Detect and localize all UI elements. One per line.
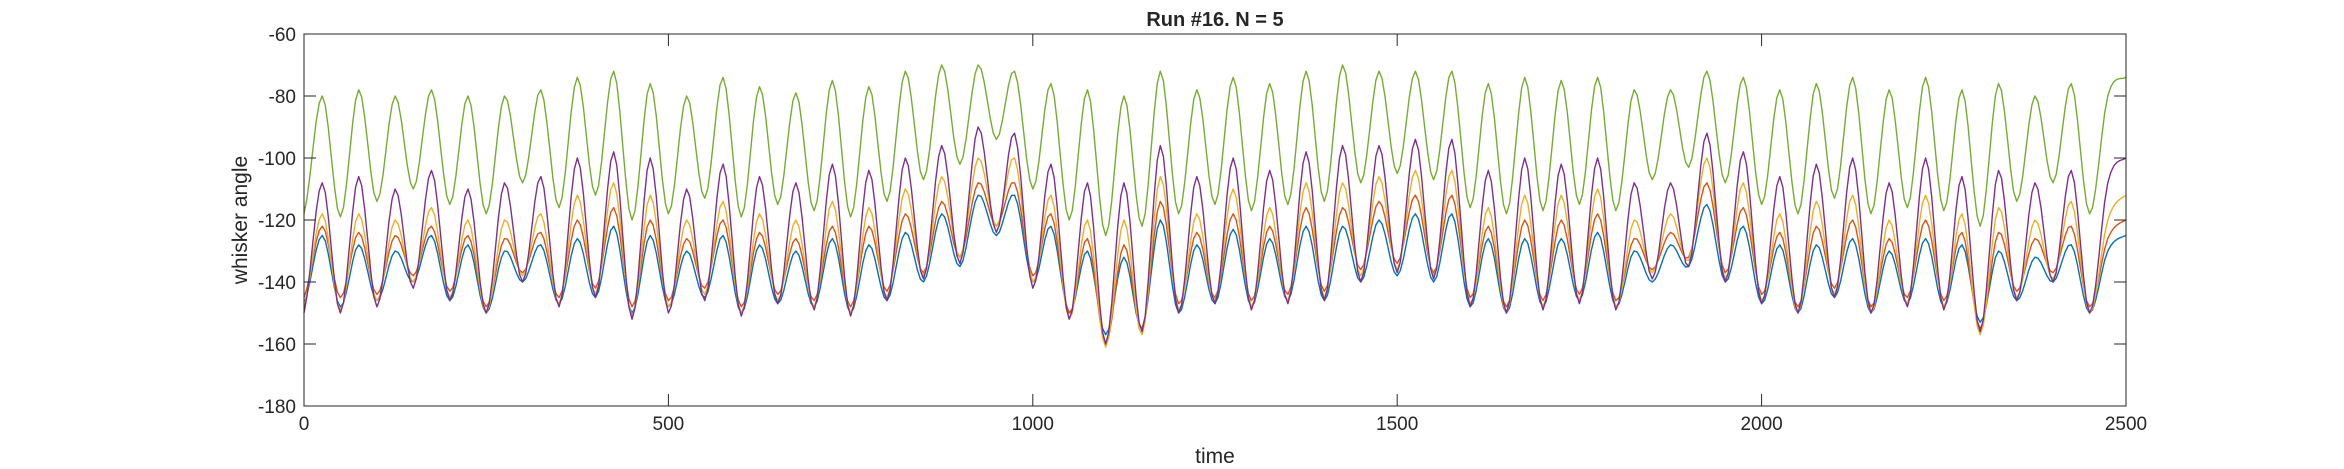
series-layer <box>303 64 2127 348</box>
x-tick-label: 0 <box>299 414 310 435</box>
series-line-4 <box>303 126 2127 345</box>
x-tick-label: 1000 <box>1012 414 1054 435</box>
y-tick-label: -180 <box>258 397 296 418</box>
y-tick-label: -140 <box>258 273 296 294</box>
y-tick-label: -120 <box>258 211 296 232</box>
series-line-3 <box>303 157 2127 348</box>
y-axis-label: whisker angle <box>229 156 252 285</box>
axes-layer: 0 500 1000 1500 2000 2500 -180 -160 -140 -120 -100… <box>258 25 2147 435</box>
plot-area <box>304 34 2126 406</box>
y-tick-label: -160 <box>258 335 296 356</box>
x-tick-label: 500 <box>653 414 685 435</box>
x-tick-label: 2000 <box>1740 414 1782 435</box>
x-axis-label: time <box>1195 445 1235 468</box>
y-tick-label: -100 <box>258 149 296 170</box>
y-tick-label: -80 <box>269 87 296 108</box>
x-tick-label: 2500 <box>2105 414 2147 435</box>
y-tick-label: -60 <box>269 25 296 46</box>
series-line-2 <box>303 182 2127 345</box>
x-tick-label: 1500 <box>1376 414 1418 435</box>
series-line-5 <box>303 64 2127 237</box>
chart-title: Run #16. N = 5 <box>1146 9 1283 31</box>
